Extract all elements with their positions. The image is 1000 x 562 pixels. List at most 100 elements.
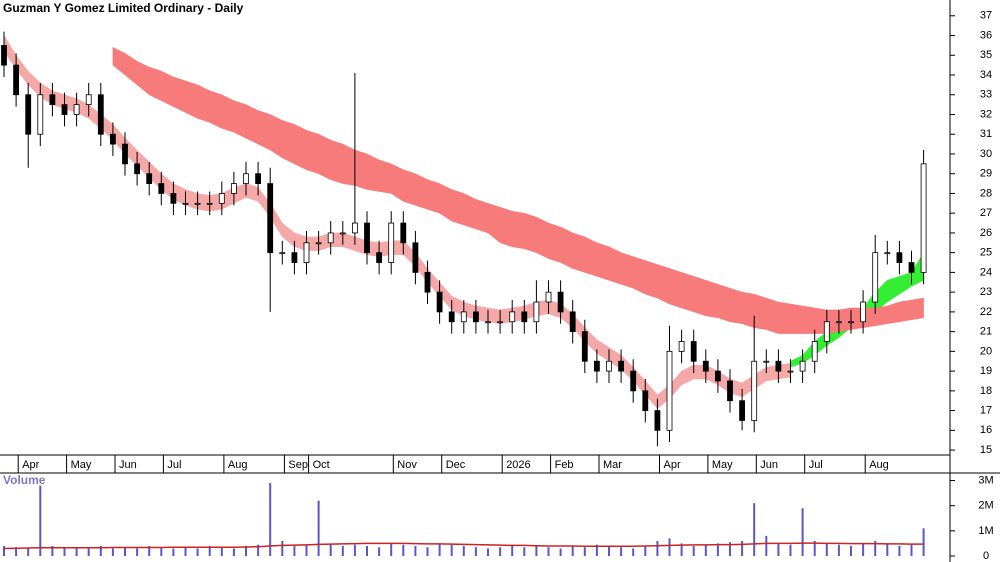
ribbon-segment xyxy=(524,212,537,254)
ribbon-segment xyxy=(209,90,223,129)
x-tick-label: Jul xyxy=(809,459,823,471)
candle-body xyxy=(158,183,165,194)
volume-label: Volume xyxy=(3,473,46,487)
volume-bar xyxy=(862,543,865,556)
candle-body xyxy=(206,202,213,205)
y-tick-label: 30 xyxy=(980,148,992,160)
volume-bar xyxy=(87,547,90,556)
volume-bar xyxy=(390,543,393,556)
ribbon-segment xyxy=(499,206,513,248)
ribbon-segment xyxy=(511,210,525,250)
ribbon-segment xyxy=(451,189,465,226)
volume-bar xyxy=(51,545,54,556)
volume-bar xyxy=(305,544,308,556)
candle-body xyxy=(727,380,733,402)
ribbon-segment xyxy=(306,129,319,175)
y-tick-label: 25 xyxy=(980,247,992,259)
ribbon-segment xyxy=(645,260,658,299)
ribbon-segment xyxy=(753,293,767,330)
candle-body xyxy=(146,173,153,184)
candle-body xyxy=(690,341,697,362)
volume-bar xyxy=(353,544,356,556)
candle-body xyxy=(920,163,927,273)
volume-bar xyxy=(402,544,405,556)
volume-bar xyxy=(414,545,417,556)
volume-bar xyxy=(511,545,514,556)
y-tick-label: 15 xyxy=(980,444,992,456)
ribbon-segment xyxy=(245,104,259,145)
x-tick-label: May xyxy=(71,459,92,471)
x-tick-label: Apr xyxy=(664,459,681,471)
ribbon-segment xyxy=(536,216,549,259)
candle-body xyxy=(908,262,915,273)
ribbon-segment xyxy=(802,305,815,334)
ribbon-segment xyxy=(427,179,440,214)
ribbon-segment xyxy=(874,305,888,326)
ribbon-segment xyxy=(173,76,186,113)
volume-bar xyxy=(341,545,344,556)
ribbon-segment xyxy=(608,246,622,285)
candle-body xyxy=(848,321,854,324)
candle-body xyxy=(364,222,370,254)
candle-body xyxy=(61,104,68,115)
volume-bar xyxy=(148,545,151,556)
y-tick-label: 31 xyxy=(980,128,992,140)
y-tick-label: 35 xyxy=(980,49,992,61)
candle-body xyxy=(569,311,576,333)
y-tick-label: 21 xyxy=(980,326,992,338)
volume-bar xyxy=(837,544,840,556)
volume-bar xyxy=(317,500,320,556)
volume-bar xyxy=(583,547,586,556)
ribbon-segment xyxy=(354,149,368,190)
volume-bar xyxy=(196,548,199,556)
ribbon-segment xyxy=(148,66,162,102)
y-tick-label: 19 xyxy=(980,365,992,377)
y-tick-label: 16 xyxy=(980,424,992,436)
candle-body xyxy=(327,232,334,244)
candle-body xyxy=(13,64,20,96)
ribbon-segment xyxy=(693,276,707,317)
volume-bar xyxy=(753,503,756,556)
y-tick-label: 22 xyxy=(980,306,992,318)
volume-bar xyxy=(63,547,66,556)
candle-body xyxy=(497,321,504,324)
volume-bar xyxy=(523,547,526,556)
candle-body xyxy=(872,252,879,303)
candle-body xyxy=(557,291,564,313)
volume-bar xyxy=(777,543,780,556)
candle-body xyxy=(291,252,298,263)
ribbon-segment xyxy=(463,193,477,230)
y-tick-label: 17 xyxy=(980,404,992,416)
volume-bar xyxy=(535,545,538,556)
volume-bar xyxy=(910,544,913,556)
volume-bar xyxy=(293,545,296,556)
x-tick-label: Sep xyxy=(288,459,308,471)
ribbon-segment xyxy=(584,236,598,277)
y-tick-label: 33 xyxy=(980,89,992,101)
candle-body xyxy=(73,104,80,115)
ribbon-segment xyxy=(330,139,344,184)
ribbon-segment xyxy=(161,70,174,107)
y-tick-label: 0 xyxy=(983,550,989,562)
candle-body xyxy=(775,360,782,372)
y-tick-label: 28 xyxy=(980,187,992,199)
y-tick-label: 24 xyxy=(980,266,992,278)
volume-bar xyxy=(184,547,187,556)
candle-body xyxy=(860,301,866,323)
volume-bar xyxy=(220,547,223,556)
candle-body xyxy=(170,193,177,204)
volume-bar xyxy=(487,548,489,556)
volume-bar xyxy=(474,547,477,556)
volume-bar xyxy=(765,535,768,556)
volume-bar xyxy=(547,547,550,556)
ribbon-segment xyxy=(572,232,586,273)
candle-body xyxy=(85,94,92,106)
candle-body xyxy=(884,252,891,255)
x-tick-label: Dec xyxy=(446,459,466,471)
candle-body xyxy=(678,341,685,352)
candle-body xyxy=(836,321,842,324)
candle-body xyxy=(787,370,794,373)
ribbon-segment xyxy=(269,114,283,159)
volume-bar xyxy=(232,548,235,556)
